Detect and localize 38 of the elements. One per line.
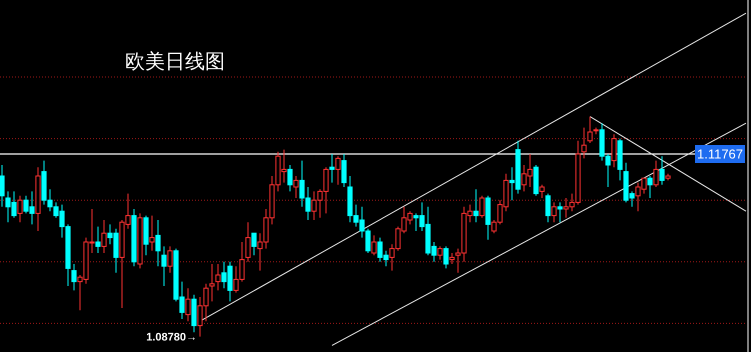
candlestick xyxy=(659,156,665,186)
candlestick xyxy=(539,184,545,198)
candlestick xyxy=(293,176,299,198)
candlestick xyxy=(437,246,443,260)
ref-label: 1.11767 xyxy=(695,145,745,163)
candlestick xyxy=(473,188,479,223)
annotation: 1.08780→ xyxy=(146,332,197,344)
candlestick xyxy=(335,156,341,186)
chart-title: 欧美日线图 xyxy=(125,49,225,73)
candlestick xyxy=(329,154,335,184)
candlestick xyxy=(449,252,455,264)
candlestick xyxy=(551,202,557,223)
candlestick xyxy=(443,246,449,269)
candlestick xyxy=(287,164,293,192)
candlestick xyxy=(545,193,551,223)
candlestick xyxy=(245,222,251,262)
candlestick xyxy=(209,264,215,302)
candlestick xyxy=(251,232,257,256)
candlestick xyxy=(215,264,221,291)
candlestick xyxy=(71,264,77,291)
candlestick xyxy=(95,226,101,254)
candlestick xyxy=(341,154,347,188)
candlestick xyxy=(371,234,377,256)
candlestick xyxy=(479,195,485,218)
candlestick xyxy=(587,116,593,144)
candlestick xyxy=(101,220,107,254)
candlestick xyxy=(647,176,653,198)
candlestick xyxy=(149,215,155,252)
candlestick xyxy=(611,134,617,168)
candlestick xyxy=(557,202,563,223)
candlestick xyxy=(155,220,161,267)
candlestick xyxy=(581,127,587,159)
candlestick xyxy=(0,164,5,208)
candlestick xyxy=(185,288,191,322)
candlestick xyxy=(161,246,167,286)
candlestick xyxy=(17,195,23,223)
candlestick xyxy=(167,246,173,274)
candlestick xyxy=(653,160,659,188)
